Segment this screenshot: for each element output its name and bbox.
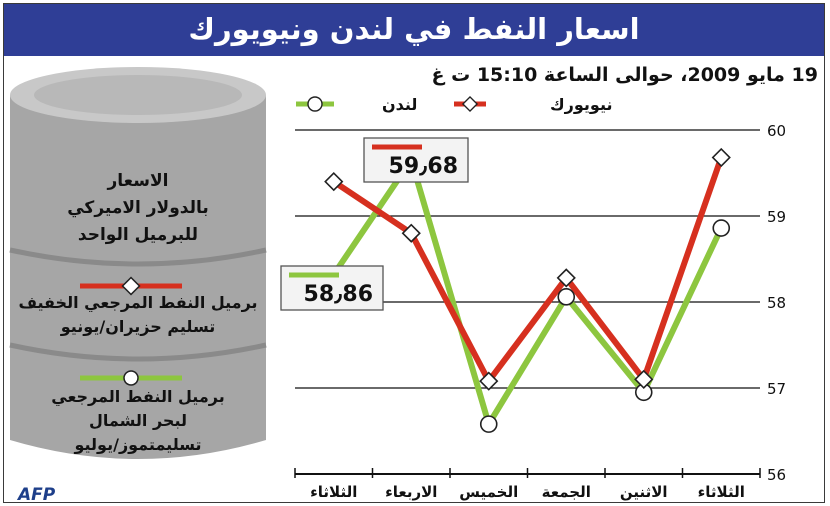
series-line-new-york [332, 156, 725, 387]
london-point-marker [557, 288, 576, 306]
afp-logo: AFP [16, 485, 56, 505]
legend-london-label: لندن [382, 95, 417, 114]
ny-callout-value: 59٫68 [389, 154, 458, 179]
legend-ny-label: تسليم حزيران/يونيو [60, 317, 216, 336]
legend-ny-diamond-icon [121, 276, 141, 296]
x-tick-label: الجمعة [542, 483, 591, 501]
series-line-london [331, 153, 724, 432]
london-callout: 58٫86 [280, 265, 384, 311]
price-unit-caption: الاسعار [107, 171, 169, 191]
y-tick-label: 59 [767, 208, 786, 226]
barrel-rib [9, 247, 267, 267]
london-point-marker [712, 219, 731, 237]
y-tick-label: 57 [767, 380, 786, 398]
legend-london-label: برميل النفط المرجعي [51, 387, 224, 407]
barrel-rib [9, 342, 267, 362]
ny-callout: 59٫68 [363, 137, 469, 183]
new-york-point-marker [401, 223, 421, 243]
london-callout-value: 58٫86 [304, 282, 373, 307]
legend-diamond-icon [461, 95, 479, 113]
title-bar: اسعار النفط في لندن ونيويورك [4, 4, 824, 56]
chart-subtitle: 19 مايو 2009، حوالى الساعة 15:10 ت غ [431, 64, 818, 86]
x-tick-label: الخميس [459, 483, 518, 501]
legend-ny-label: برميل النفط المرجعي الخفيف [18, 293, 257, 313]
new-york-point-marker [479, 371, 499, 391]
new-york-point-marker [634, 369, 654, 390]
x-tick-label: الثلاثاء [698, 483, 745, 501]
oil-barrel-illustration: الاسعار بالدولار الاميركي للبرميل الواحد بر… [9, 67, 267, 459]
london-point-marker [479, 415, 498, 433]
legend-london-label: تسليمتموز/يوليو [73, 435, 201, 454]
price-unit-caption: للبرميل الواحد [78, 225, 198, 245]
chart-legend: نيويورك لندن [296, 95, 612, 114]
barrel-lid [34, 75, 242, 115]
x-tick-label: الاثنين [620, 483, 668, 501]
page-title: اسعار النفط في لندن ونيويورك [188, 12, 640, 46]
x-tick-label: الثلاثاء [310, 483, 357, 501]
y-tick-label: 58 [767, 294, 786, 312]
x-tick-label: الاربعاء [385, 483, 437, 501]
y-tick-label: 60 [767, 122, 786, 140]
y-tick-label: 56 [767, 466, 786, 484]
new-york-point-marker [324, 171, 344, 192]
barrel-body [10, 95, 266, 459]
new-york-point-marker [711, 147, 731, 168]
legend-circle-icon [307, 96, 323, 112]
legend-london-label: لبحر الشمال [89, 411, 187, 430]
legend-london-circle-icon [123, 370, 139, 386]
legend-new-york-label: نيويورك [550, 95, 612, 114]
new-york-point-marker [556, 268, 576, 288]
price-unit-caption: بالدولار الاميركي [67, 198, 209, 218]
